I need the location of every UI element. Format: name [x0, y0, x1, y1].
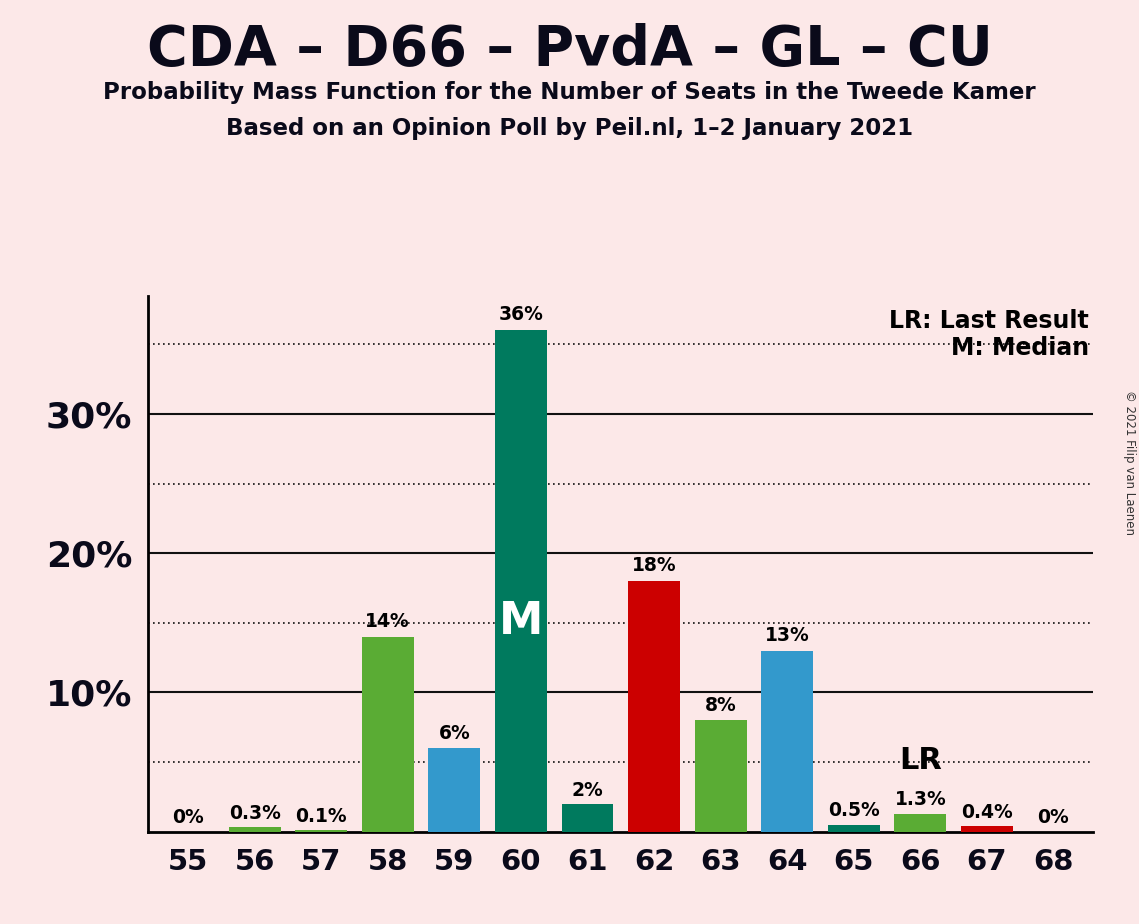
Bar	[894, 813, 947, 832]
Text: 18%: 18%	[632, 556, 677, 576]
Text: 0.5%: 0.5%	[828, 801, 879, 821]
Text: 0%: 0%	[172, 808, 204, 827]
Text: Probability Mass Function for the Number of Seats in the Tweede Kamer: Probability Mass Function for the Number…	[104, 81, 1035, 104]
Text: LR: LR	[899, 746, 942, 774]
Text: © 2021 Filip van Laenen: © 2021 Filip van Laenen	[1123, 390, 1136, 534]
Text: 6%: 6%	[439, 723, 470, 743]
Text: LR: Last Result: LR: Last Result	[888, 310, 1089, 333]
Bar	[229, 827, 280, 832]
Text: 14%: 14%	[366, 613, 410, 631]
Text: 0.1%: 0.1%	[295, 807, 347, 826]
Bar	[428, 748, 481, 832]
Bar	[295, 830, 347, 832]
Bar	[495, 331, 547, 832]
Bar	[761, 650, 813, 832]
Text: 2%: 2%	[572, 781, 604, 799]
Bar	[562, 804, 614, 832]
Text: 36%: 36%	[499, 305, 543, 323]
Text: 13%: 13%	[764, 626, 810, 645]
Text: 8%: 8%	[705, 696, 737, 714]
Text: M: Median: M: Median	[951, 336, 1089, 359]
Text: 0%: 0%	[1038, 808, 1070, 827]
Bar	[628, 581, 680, 832]
Text: CDA – D66 – PvdA – GL – CU: CDA – D66 – PvdA – GL – CU	[147, 23, 992, 77]
Bar	[961, 826, 1013, 832]
Text: M: M	[499, 600, 543, 642]
Bar	[695, 720, 746, 832]
Text: 0.4%: 0.4%	[961, 803, 1013, 821]
Text: 0.3%: 0.3%	[229, 804, 280, 823]
Bar	[362, 637, 413, 832]
Text: 1.3%: 1.3%	[894, 790, 947, 809]
Bar	[828, 824, 879, 832]
Text: Based on an Opinion Poll by Peil.nl, 1–2 January 2021: Based on an Opinion Poll by Peil.nl, 1–2…	[226, 117, 913, 140]
